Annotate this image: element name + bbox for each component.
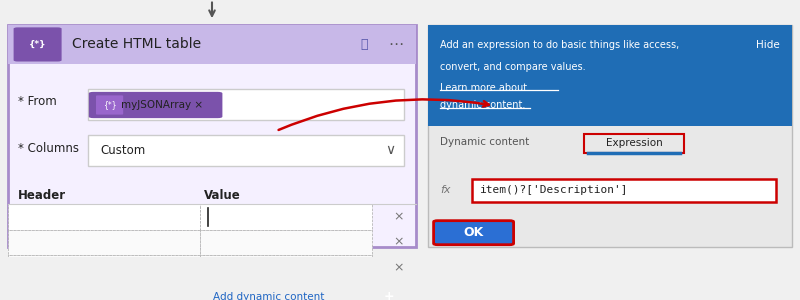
FancyBboxPatch shape [8,25,416,64]
FancyBboxPatch shape [472,179,776,202]
Text: ⋯: ⋯ [388,37,404,52]
Text: Header: Header [18,189,66,202]
Text: Add dynamic content: Add dynamic content [213,292,324,300]
Text: fx: fx [440,185,450,196]
Text: ×: × [393,211,404,224]
Text: convert, and compare values.: convert, and compare values. [440,61,586,72]
Text: {*}: {*} [102,100,117,109]
Text: myJSONArray ×: myJSONArray × [121,100,202,110]
FancyBboxPatch shape [584,134,684,152]
Bar [200,204,372,230]
Text: Value: Value [204,189,241,202]
Text: ⓘ: ⓘ [360,38,368,51]
Bar [8,204,200,230]
Text: dynamic content.: dynamic content. [440,100,526,110]
Text: Custom: Custom [100,143,146,157]
FancyBboxPatch shape [374,292,403,300]
FancyBboxPatch shape [8,25,416,248]
FancyBboxPatch shape [428,25,792,126]
Text: OK: OK [463,226,484,239]
FancyBboxPatch shape [14,27,62,62]
Text: * Columns: * Columns [18,142,78,155]
FancyBboxPatch shape [88,88,404,120]
Text: ×: × [393,236,404,249]
Text: Dynamic content: Dynamic content [440,137,530,147]
Bar [8,230,200,255]
Text: Create HTML table: Create HTML table [72,38,201,51]
Text: Hide: Hide [756,40,780,50]
Text: {*}: {*} [29,40,46,49]
Bar [200,230,372,255]
Text: Expression: Expression [606,138,662,148]
Text: ∨: ∨ [386,143,395,157]
Text: item()?['Description']: item()?['Description'] [480,185,629,196]
FancyBboxPatch shape [96,95,123,115]
FancyBboxPatch shape [428,25,792,248]
Bar [8,255,200,280]
Text: Add an expression to do basic things like access,: Add an expression to do basic things lik… [440,40,679,50]
Text: * From: * From [18,95,56,109]
Text: ×: × [393,261,404,274]
Text: Learn more about: Learn more about [440,82,527,93]
FancyBboxPatch shape [88,135,404,167]
Bar [200,255,372,280]
FancyBboxPatch shape [89,92,222,118]
FancyBboxPatch shape [434,221,514,245]
Text: +: + [383,290,394,300]
